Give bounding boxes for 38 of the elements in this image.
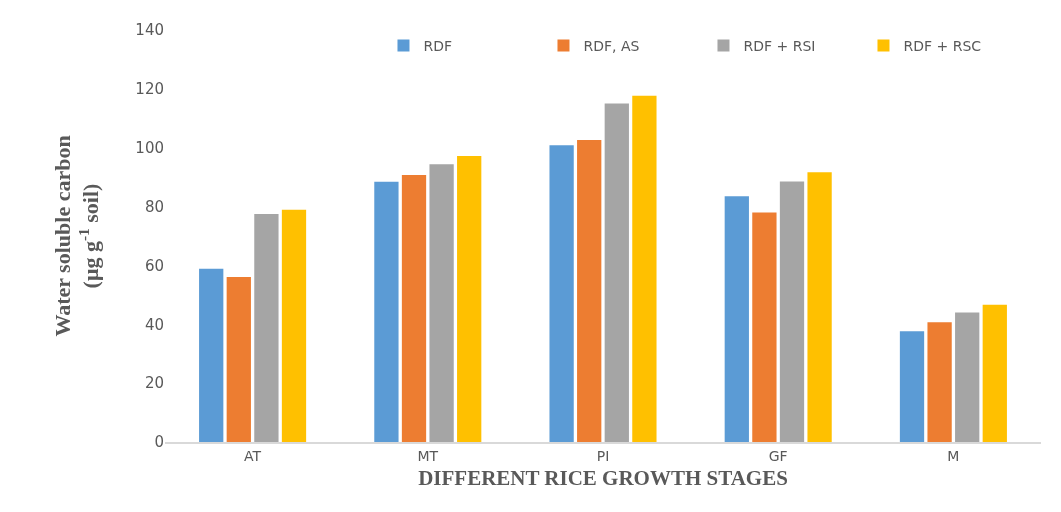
y-tick-label: 80 bbox=[144, 197, 164, 216]
legend-label: RDF, AS bbox=[583, 38, 640, 55]
bar bbox=[632, 95, 657, 442]
legend-label: RDF + RSC bbox=[903, 38, 982, 55]
y-tick-label: 40 bbox=[144, 315, 164, 334]
bar bbox=[779, 181, 805, 442]
x-tick-label: M bbox=[947, 447, 960, 464]
x-tick-label: PI bbox=[596, 447, 610, 464]
y-tick-label: 140 bbox=[135, 21, 164, 40]
x-axis-title: DIFFERENT RICE GROWTH STAGES bbox=[418, 466, 788, 491]
y-tick-label: 60 bbox=[144, 256, 164, 275]
bar bbox=[281, 209, 307, 442]
bar bbox=[254, 213, 279, 442]
bar bbox=[899, 331, 925, 442]
legend-label: RDF + RSI bbox=[743, 38, 816, 55]
bar bbox=[457, 155, 482, 442]
x-tick-label: AT bbox=[244, 447, 262, 464]
bar bbox=[374, 181, 399, 442]
bar bbox=[807, 172, 832, 442]
bar bbox=[549, 145, 574, 442]
bar bbox=[199, 268, 224, 442]
bar bbox=[927, 322, 952, 442]
bar bbox=[724, 196, 749, 442]
x-tick-label: GF bbox=[768, 447, 788, 464]
bar bbox=[604, 103, 629, 442]
bar bbox=[752, 212, 777, 442]
legend-label: RDF bbox=[423, 38, 453, 55]
bar bbox=[982, 304, 1007, 442]
bar bbox=[226, 276, 251, 442]
x-tick-label: MT bbox=[417, 447, 439, 464]
bar bbox=[577, 140, 602, 442]
y-tick-label: 120 bbox=[135, 80, 164, 99]
bar bbox=[429, 164, 454, 442]
bar bbox=[955, 312, 980, 442]
bar bbox=[401, 175, 427, 442]
y-tick-label: 100 bbox=[135, 138, 164, 157]
y-tick-label: 20 bbox=[144, 374, 164, 393]
y-tick-label: 0 bbox=[154, 433, 164, 452]
